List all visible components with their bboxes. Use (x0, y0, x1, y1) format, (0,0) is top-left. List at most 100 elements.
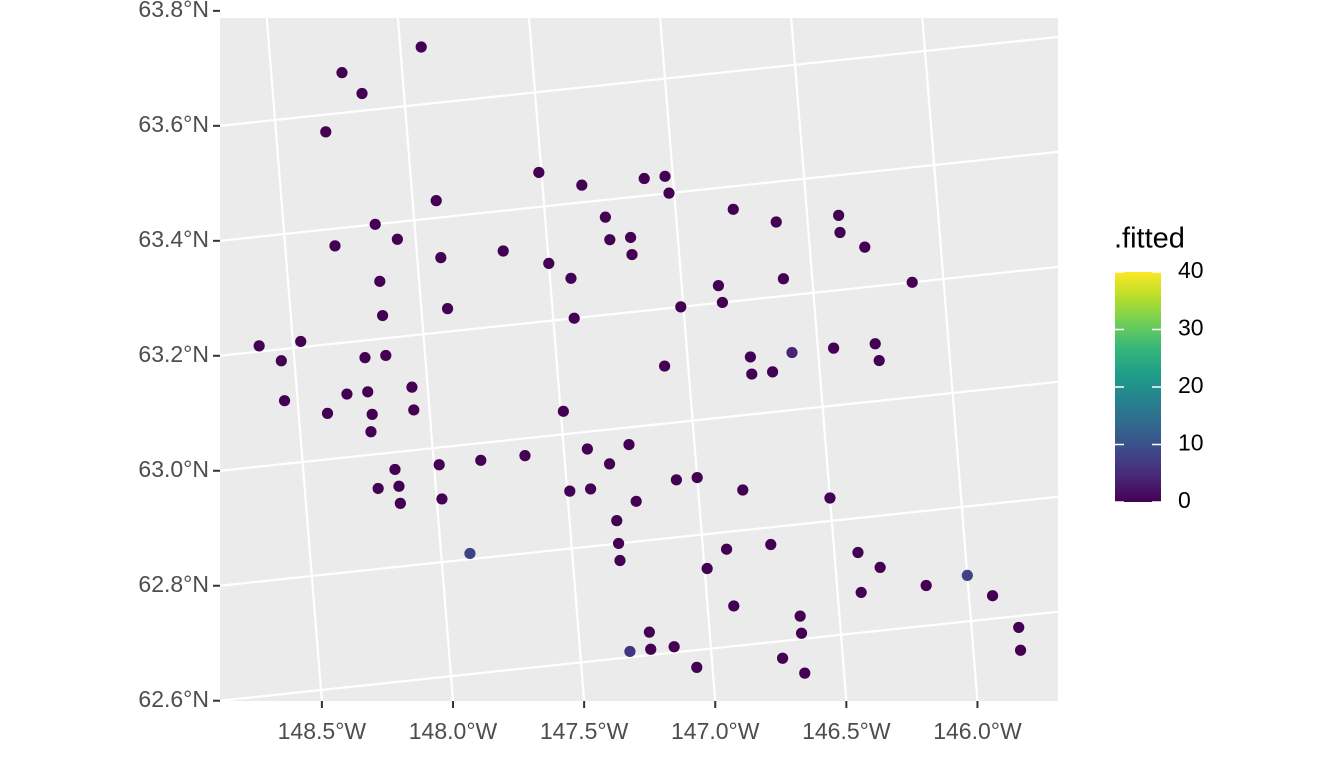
x-tick-label: 146.5°W (802, 718, 891, 744)
point (275, 355, 287, 367)
point (356, 87, 368, 100)
legend: .fitted 0 10 20 30 40 (1114, 223, 1204, 513)
point (435, 252, 447, 264)
x-tick-label: 147.5°W (540, 718, 629, 744)
point (320, 126, 332, 138)
point (433, 459, 445, 471)
point (430, 195, 442, 207)
point (557, 405, 569, 417)
point (362, 386, 374, 398)
point (1014, 644, 1027, 656)
legend-label: 10 (1178, 430, 1204, 456)
point (728, 600, 740, 612)
point (464, 547, 476, 560)
x-tick-label: 148.0°W (409, 718, 498, 744)
point (369, 218, 381, 230)
point (869, 338, 881, 350)
point (391, 233, 403, 245)
point (691, 472, 703, 484)
point (336, 67, 348, 79)
point (519, 450, 531, 462)
point (663, 187, 675, 199)
point (603, 458, 616, 470)
point (441, 303, 454, 315)
y-tick-label: 63.2°N (138, 341, 209, 367)
grid-line (220, 35, 1058, 127)
point (415, 41, 427, 53)
legend-title: .fitted (1114, 223, 1185, 255)
y-tick-label: 63.4°N (138, 226, 209, 252)
y-tick-label: 62.6°N (138, 686, 209, 712)
point (613, 537, 625, 550)
point (624, 645, 636, 658)
point (691, 661, 703, 673)
point (920, 579, 932, 592)
grid-line (220, 495, 1058, 587)
point (668, 641, 680, 653)
point (497, 245, 509, 257)
point (626, 248, 638, 261)
y-tick-label: 63.6°N (138, 111, 209, 137)
point (833, 209, 845, 221)
y-tick-label: 63.0°N (138, 456, 209, 482)
point (341, 388, 353, 400)
legend-label: 0 (1178, 487, 1191, 513)
point (834, 226, 846, 239)
point (859, 241, 871, 253)
point (372, 482, 384, 495)
grid-line (265, 18, 323, 701)
point (744, 351, 757, 363)
point (366, 408, 378, 420)
point (614, 554, 626, 567)
point (394, 497, 406, 509)
point (906, 276, 918, 288)
point (365, 426, 377, 438)
point (581, 443, 593, 455)
point (599, 211, 611, 223)
grid-line (921, 18, 979, 701)
point (638, 172, 650, 185)
y-tick-label: 62.8°N (138, 571, 209, 597)
x-tick-label: 148.5°W (278, 718, 367, 744)
point (645, 643, 657, 655)
point (659, 170, 671, 182)
point (576, 179, 588, 191)
grid-line (220, 150, 1058, 242)
point (533, 166, 545, 179)
points (253, 41, 1027, 679)
point (623, 439, 635, 451)
point (380, 349, 392, 362)
point (389, 463, 401, 476)
grid-line (220, 610, 1058, 701)
point (321, 407, 334, 419)
point (961, 569, 973, 582)
point (253, 340, 265, 352)
point (359, 352, 371, 364)
point (406, 381, 418, 393)
point (766, 366, 779, 378)
point (855, 586, 867, 599)
grid-line (527, 18, 586, 701)
point (701, 562, 713, 575)
y-tick-label: 63.8°N (138, 0, 209, 22)
point (765, 538, 777, 551)
point (436, 493, 448, 505)
point (794, 610, 806, 622)
point (329, 240, 341, 252)
point (543, 257, 555, 269)
point (746, 368, 758, 380)
point (585, 483, 597, 495)
point (873, 354, 885, 367)
point (795, 627, 808, 639)
point (625, 231, 637, 244)
grid-line (396, 18, 455, 701)
panel-background (220, 18, 1058, 701)
point (737, 484, 749, 496)
point (1013, 621, 1025, 634)
point (874, 561, 886, 574)
point (659, 360, 671, 372)
grid-line (220, 380, 1058, 472)
point (376, 309, 389, 322)
x-tick-label: 147.0°W (671, 718, 760, 744)
grid-line (790, 18, 848, 701)
